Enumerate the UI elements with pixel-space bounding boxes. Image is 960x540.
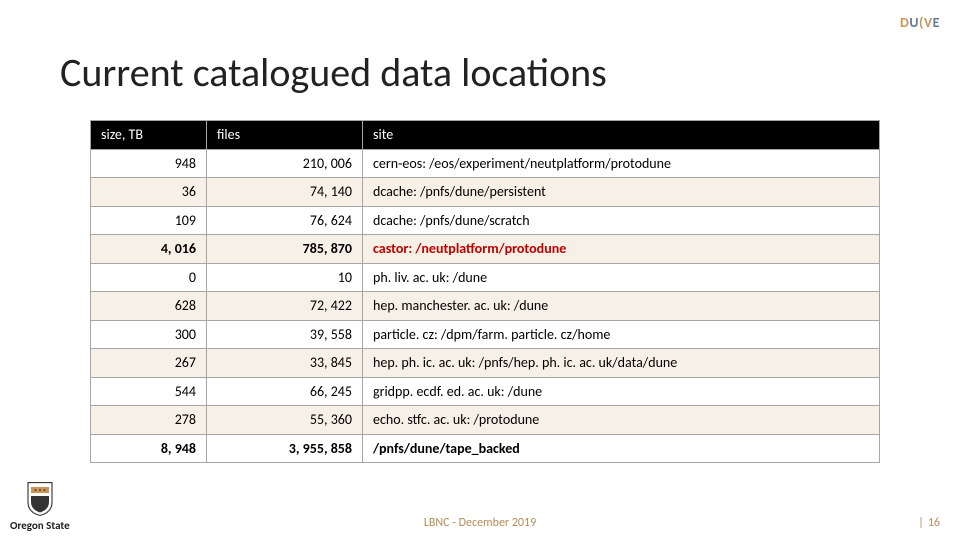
table-row: 010ph. liv. ac. uk: /dune	[91, 263, 880, 292]
cell-size: 267	[91, 349, 207, 378]
slide-title: Current catalogued data locations	[60, 48, 607, 97]
table-row: 30039, 558particle. cz: /dpm/farm. parti…	[91, 320, 880, 349]
cell-size: 0	[91, 263, 207, 292]
cell-site: particle. cz: /dpm/farm. particle. cz/ho…	[363, 320, 880, 349]
cell-size: 544	[91, 377, 207, 406]
table-row: 948210, 006cern-eos: /eos/experiment/neu…	[91, 149, 880, 178]
cell-files: 72, 422	[207, 292, 363, 321]
cell-size: 4, 016	[91, 235, 207, 264]
cell-site: gridpp. ecdf. ed. ac. uk: /dune	[363, 377, 880, 406]
cell-files: 3, 955, 858	[207, 434, 363, 463]
data-table-wrap: size, TB files site 948210, 006cern-eos:…	[90, 120, 880, 463]
table-row: 54466, 245gridpp. ecdf. ed. ac. uk: /dun…	[91, 377, 880, 406]
cell-size: 628	[91, 292, 207, 321]
page-number: |16	[918, 516, 940, 530]
cell-files: 785, 870	[207, 235, 363, 264]
cell-files: 55, 360	[207, 406, 363, 435]
cell-files: 33, 845	[207, 349, 363, 378]
cell-site: hep. ph. ic. ac. uk: /pnfs/hep. ph. ic. …	[363, 349, 880, 378]
table-row: 4, 016785, 870castor: /neutplatform/prot…	[91, 235, 880, 264]
cell-size: 948	[91, 149, 207, 178]
cell-site: ph. liv. ac. uk: /dune	[363, 263, 880, 292]
table-header-row: size, TB files site	[91, 121, 880, 150]
page-number-value: 16	[928, 516, 940, 530]
col-header-size: size, TB	[91, 121, 207, 150]
slide: DU(VE Current catalogued data locations …	[0, 0, 960, 540]
table-row: 3674, 140dcache: /pnfs/dune/persistent	[91, 178, 880, 207]
cell-site: hep. manchester. ac. uk: /dune	[363, 292, 880, 321]
cell-size: 300	[91, 320, 207, 349]
cell-files: 66, 245	[207, 377, 363, 406]
shield-icon	[25, 481, 55, 517]
cell-site: dcache: /pnfs/dune/persistent	[363, 178, 880, 207]
table-row: 10976, 624dcache: /pnfs/dune/scratch	[91, 206, 880, 235]
table-row: 62872, 422hep. manchester. ac. uk: /dune	[91, 292, 880, 321]
table-row: 26733, 845hep. ph. ic. ac. uk: /pnfs/hep…	[91, 349, 880, 378]
cell-site: castor: /neutplatform/protodune	[363, 235, 880, 264]
cell-files: 76, 624	[207, 206, 363, 235]
cell-files: 74, 140	[207, 178, 363, 207]
col-header-site: site	[363, 121, 880, 150]
table-row: 27855, 360echo. stfc. ac. uk: /protodune	[91, 406, 880, 435]
col-header-files: files	[207, 121, 363, 150]
cell-files: 39, 558	[207, 320, 363, 349]
cell-size: 278	[91, 406, 207, 435]
cell-site: cern-eos: /eos/experiment/neutplatform/p…	[363, 149, 880, 178]
cell-files: 210, 006	[207, 149, 363, 178]
cell-files: 10	[207, 263, 363, 292]
dune-logo: DU(VE	[900, 14, 940, 31]
cell-site: /pnfs/dune/tape_backed	[363, 434, 880, 463]
cell-site: dcache: /pnfs/dune/scratch	[363, 206, 880, 235]
cell-size: 8, 948	[91, 434, 207, 463]
footer-text: LBNC - December 2019	[0, 516, 960, 530]
table-row: 8, 9483, 955, 858/pnfs/dune/tape_backed	[91, 434, 880, 463]
cell-size: 109	[91, 206, 207, 235]
cell-size: 36	[91, 178, 207, 207]
data-table: size, TB files site 948210, 006cern-eos:…	[90, 120, 880, 463]
cell-site: echo. stfc. ac. uk: /protodune	[363, 406, 880, 435]
